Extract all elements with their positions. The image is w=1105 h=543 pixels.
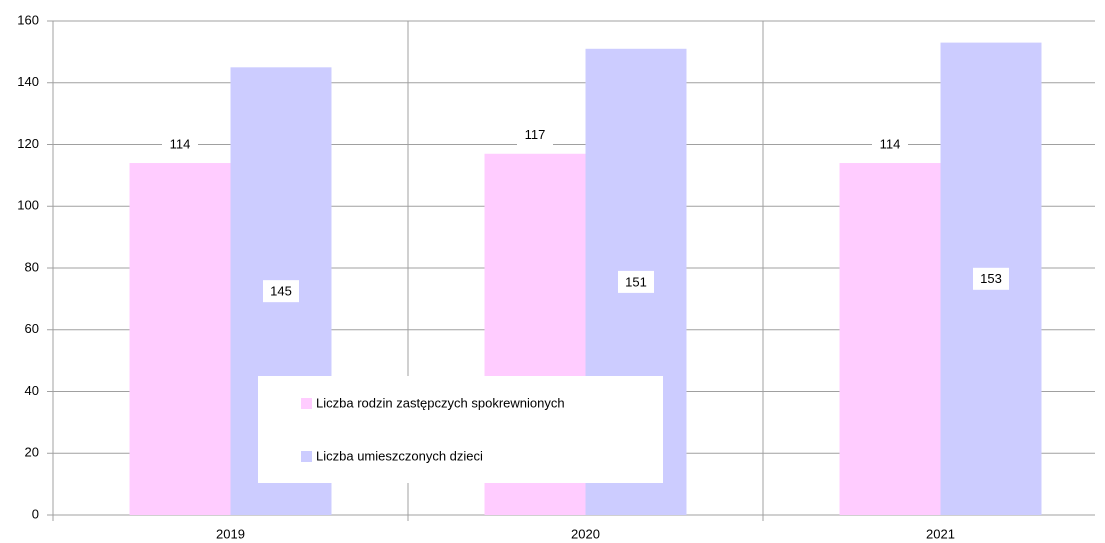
data-label-box (162, 133, 198, 156)
y-tick-label: 0 (32, 506, 39, 521)
data-label: 151 (625, 274, 647, 289)
data-label: 145 (270, 284, 292, 299)
x-tick-label: 2020 (571, 526, 600, 541)
y-tick-label: 140 (17, 74, 39, 89)
data-label-box (618, 270, 654, 293)
x-tick-label: 2019 (216, 526, 245, 541)
data-label: 153 (980, 271, 1002, 286)
data-label-box (517, 123, 553, 146)
data-label: 114 (170, 136, 191, 151)
y-tick-label: 100 (17, 198, 39, 213)
y-tick-label: 120 (17, 136, 39, 151)
legend-label: Liczba umieszczonych dzieci (316, 448, 483, 463)
y-tick-label: 20 (25, 445, 39, 460)
legend-swatch (301, 451, 312, 462)
data-label: 114 (880, 136, 901, 151)
y-tick-label: 60 (25, 321, 39, 336)
bar (839, 163, 941, 515)
bar (129, 163, 231, 515)
y-tick-label: 160 (17, 12, 39, 27)
data-label-box (263, 280, 299, 303)
data-label-box (973, 267, 1009, 290)
legend-swatch (301, 398, 312, 409)
legend-label: Liczba rodzin zastępczych spokrewnionych (316, 395, 565, 410)
data-label-box (872, 133, 908, 156)
data-label: 117 (525, 127, 546, 142)
y-tick-label: 80 (25, 259, 39, 274)
x-tick-label: 2021 (926, 526, 955, 541)
legend (258, 376, 663, 483)
y-tick-label: 40 (25, 383, 39, 398)
